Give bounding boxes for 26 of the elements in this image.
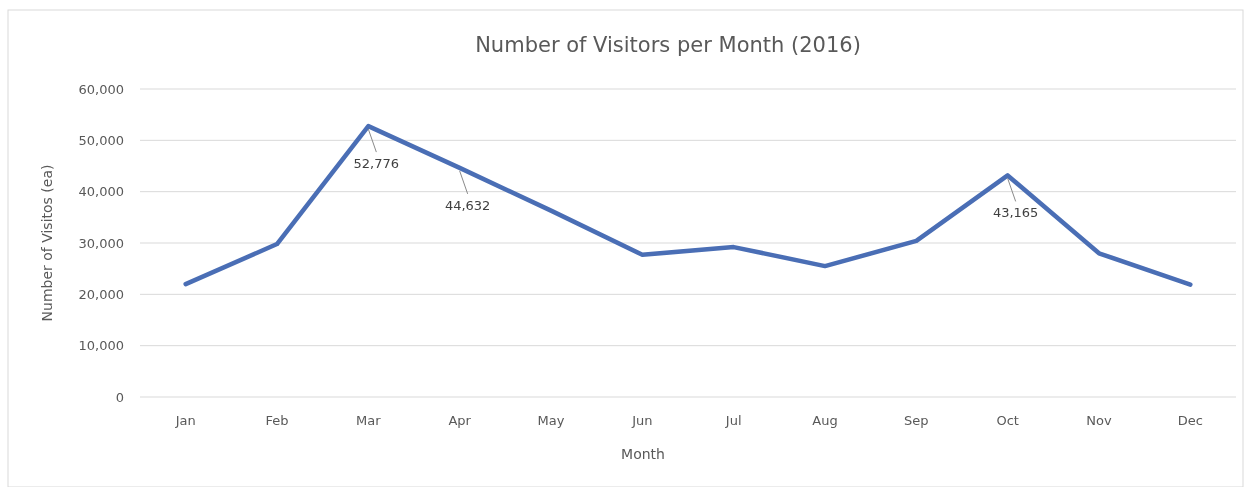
x-tick-label: Feb bbox=[265, 413, 289, 428]
y-tick-label: 50,000 bbox=[78, 132, 124, 148]
x-tick-label: Jan bbox=[174, 413, 196, 428]
y-tick-label: 40,000 bbox=[78, 184, 124, 200]
x-tick-label: Sep bbox=[904, 413, 929, 428]
x-tick-label: Nov bbox=[1086, 413, 1112, 428]
y-tick-label: 30,000 bbox=[78, 235, 124, 251]
y-axis-title: Number of Visitos (ea) bbox=[39, 164, 55, 322]
data-label: 44,632 bbox=[444, 197, 491, 213]
x-tick-label: Dec bbox=[1177, 413, 1203, 428]
data-label: 52,776 bbox=[353, 156, 400, 172]
x-tick-label: May bbox=[537, 413, 565, 428]
x-axis-title: Month bbox=[621, 446, 665, 462]
x-tick-label: Mar bbox=[356, 413, 382, 428]
y-tick-label: 20,000 bbox=[78, 286, 124, 302]
y-tick-label: 10,000 bbox=[78, 338, 124, 354]
data-label: 43,165 bbox=[992, 205, 1039, 221]
y-tick-label: 60,000 bbox=[78, 81, 124, 97]
line-series bbox=[183, 123, 1193, 287]
chart-title: Number of Visitors per Month (2016) bbox=[475, 33, 861, 57]
x-tick-label: Apr bbox=[448, 413, 472, 428]
x-tick-label: Oct bbox=[996, 413, 1019, 428]
x-tick-label: Jul bbox=[724, 413, 742, 428]
x-tick-label: Jun bbox=[631, 413, 653, 428]
x-tick-label: Aug bbox=[812, 413, 838, 428]
y-tick-label: 0 bbox=[115, 389, 124, 405]
